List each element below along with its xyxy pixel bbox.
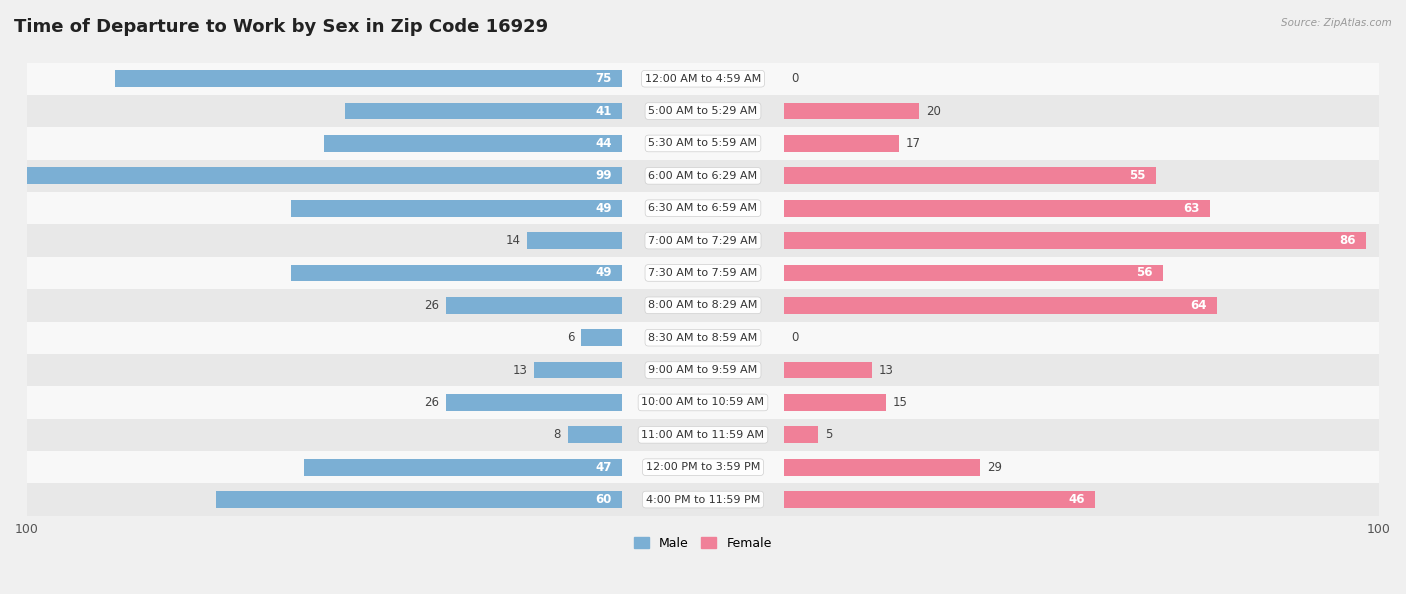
Bar bbox=[568, 426, 621, 443]
Bar bbox=[581, 329, 621, 346]
Text: 5:30 AM to 5:59 AM: 5:30 AM to 5:59 AM bbox=[648, 138, 758, 148]
Bar bbox=[534, 362, 621, 378]
Text: 26: 26 bbox=[425, 299, 439, 312]
Text: 8: 8 bbox=[554, 428, 561, 441]
Text: 8:30 AM to 8:59 AM: 8:30 AM to 8:59 AM bbox=[648, 333, 758, 343]
Bar bbox=[785, 264, 1163, 282]
Bar bbox=[27, 419, 1379, 451]
Text: 10:00 AM to 10:59 AM: 10:00 AM to 10:59 AM bbox=[641, 397, 765, 407]
Text: 6:00 AM to 6:29 AM: 6:00 AM to 6:29 AM bbox=[648, 171, 758, 181]
Text: 13: 13 bbox=[879, 364, 894, 377]
Text: 5:00 AM to 5:29 AM: 5:00 AM to 5:29 AM bbox=[648, 106, 758, 116]
Text: 49: 49 bbox=[595, 202, 612, 214]
Bar bbox=[446, 394, 621, 411]
Bar bbox=[27, 127, 1379, 160]
Text: 20: 20 bbox=[927, 105, 941, 118]
Text: 41: 41 bbox=[595, 105, 612, 118]
Bar bbox=[785, 491, 1095, 508]
Text: 6:30 AM to 6:59 AM: 6:30 AM to 6:59 AM bbox=[648, 203, 758, 213]
Text: 17: 17 bbox=[905, 137, 921, 150]
Bar bbox=[325, 135, 621, 152]
Text: Time of Departure to Work by Sex in Zip Code 16929: Time of Departure to Work by Sex in Zip … bbox=[14, 18, 548, 36]
Bar bbox=[785, 362, 872, 378]
Text: 6: 6 bbox=[567, 331, 575, 344]
Text: Source: ZipAtlas.com: Source: ZipAtlas.com bbox=[1281, 18, 1392, 28]
Text: 75: 75 bbox=[595, 72, 612, 85]
Text: 0: 0 bbox=[792, 331, 799, 344]
Text: 12:00 AM to 4:59 AM: 12:00 AM to 4:59 AM bbox=[645, 74, 761, 84]
Text: 86: 86 bbox=[1339, 234, 1355, 247]
Bar bbox=[27, 225, 1379, 257]
Text: 56: 56 bbox=[1136, 267, 1153, 279]
Bar bbox=[527, 232, 621, 249]
Bar bbox=[27, 289, 1379, 321]
Legend: Male, Female: Male, Female bbox=[630, 532, 776, 555]
Bar bbox=[291, 200, 621, 217]
Text: 47: 47 bbox=[595, 461, 612, 473]
Text: 29: 29 bbox=[987, 461, 1002, 473]
Bar bbox=[27, 160, 1379, 192]
Bar bbox=[115, 70, 621, 87]
Bar bbox=[785, 297, 1216, 314]
Bar bbox=[27, 321, 1379, 354]
Bar bbox=[344, 103, 621, 119]
Text: 60: 60 bbox=[595, 493, 612, 506]
Text: 8:00 AM to 8:29 AM: 8:00 AM to 8:29 AM bbox=[648, 301, 758, 310]
Bar bbox=[27, 192, 1379, 225]
Text: 12:00 PM to 3:59 PM: 12:00 PM to 3:59 PM bbox=[645, 462, 761, 472]
Text: 4:00 PM to 11:59 PM: 4:00 PM to 11:59 PM bbox=[645, 495, 761, 504]
Bar bbox=[304, 459, 621, 476]
Text: 49: 49 bbox=[595, 267, 612, 279]
Text: 14: 14 bbox=[506, 234, 520, 247]
Text: 46: 46 bbox=[1069, 493, 1085, 506]
Bar bbox=[785, 459, 980, 476]
Text: 99: 99 bbox=[595, 169, 612, 182]
Text: 15: 15 bbox=[893, 396, 907, 409]
Text: 63: 63 bbox=[1184, 202, 1199, 214]
Text: 55: 55 bbox=[1129, 169, 1146, 182]
Text: 0: 0 bbox=[792, 72, 799, 85]
Text: 7:00 AM to 7:29 AM: 7:00 AM to 7:29 AM bbox=[648, 236, 758, 245]
Bar bbox=[217, 491, 621, 508]
Bar bbox=[27, 484, 1379, 516]
Bar bbox=[27, 386, 1379, 419]
Text: 13: 13 bbox=[512, 364, 527, 377]
Text: 9:00 AM to 9:59 AM: 9:00 AM to 9:59 AM bbox=[648, 365, 758, 375]
Text: 26: 26 bbox=[425, 396, 439, 409]
Bar bbox=[0, 168, 621, 184]
Bar bbox=[785, 232, 1365, 249]
Bar bbox=[785, 426, 818, 443]
Bar bbox=[27, 62, 1379, 95]
Bar bbox=[291, 264, 621, 282]
Bar bbox=[785, 200, 1211, 217]
Text: 7:30 AM to 7:59 AM: 7:30 AM to 7:59 AM bbox=[648, 268, 758, 278]
Bar bbox=[785, 135, 898, 152]
Bar bbox=[27, 451, 1379, 484]
Text: 64: 64 bbox=[1189, 299, 1206, 312]
Text: 44: 44 bbox=[595, 137, 612, 150]
Bar bbox=[785, 394, 886, 411]
Bar bbox=[27, 257, 1379, 289]
Bar bbox=[785, 168, 1156, 184]
Bar bbox=[27, 354, 1379, 386]
Text: 11:00 AM to 11:59 AM: 11:00 AM to 11:59 AM bbox=[641, 430, 765, 440]
Text: 5: 5 bbox=[825, 428, 832, 441]
Bar bbox=[446, 297, 621, 314]
Bar bbox=[785, 103, 920, 119]
Bar bbox=[27, 95, 1379, 127]
